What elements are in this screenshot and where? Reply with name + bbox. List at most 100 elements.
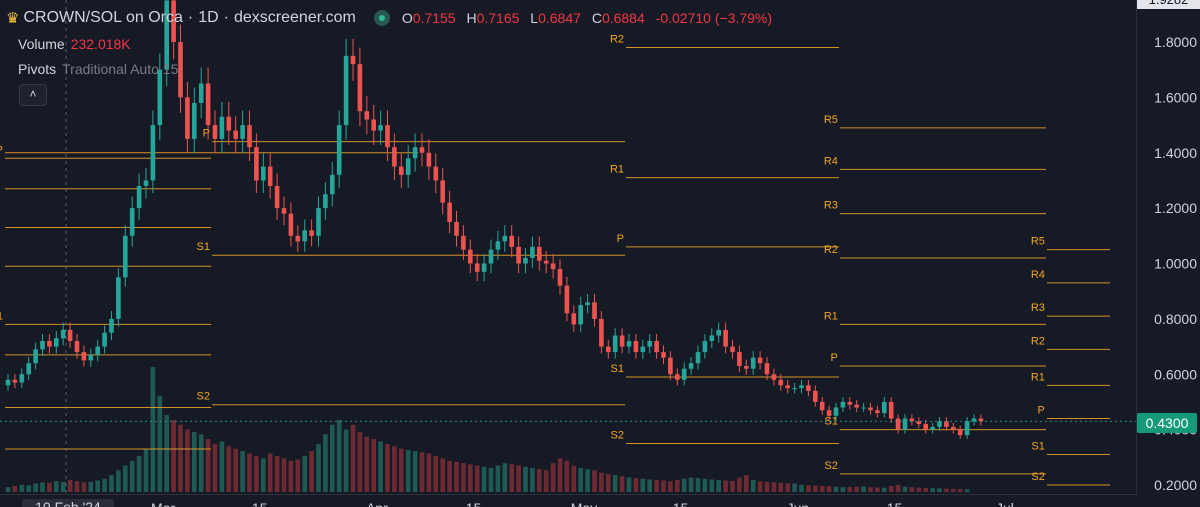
volume-bar [750,479,756,492]
candle-body [481,263,487,272]
candle-body [937,421,942,427]
candle-body [350,55,356,65]
candle-body [419,147,425,153]
candle-body [405,158,411,175]
volume-bar [226,446,232,492]
candle-body [261,166,266,181]
x-tick-label: 15 [466,500,482,507]
candle-body [709,335,715,342]
pivot-label: R1 [1031,371,1045,383]
candle-body [88,354,94,361]
pivot-label: P [203,128,210,140]
volume-bar [847,486,853,492]
volume-bar [957,489,963,492]
candle-body [40,341,45,350]
candle-body [12,379,18,383]
volume-bar [647,479,652,492]
x-tick-label: May [571,500,597,507]
volume-bar [585,469,590,492]
volume-bar [916,487,922,492]
candle-body [116,277,121,319]
collapse-legend-button[interactable]: ˄ [19,84,47,106]
candle-body [730,346,735,353]
candle-body [336,125,342,175]
candle-body [951,426,956,430]
volume-bar [419,452,425,492]
candle-body [750,357,756,369]
candle-body [205,83,211,126]
volume-bar [26,485,31,492]
candle-body [799,385,804,389]
volume-bar [350,424,356,492]
volume-bar [709,479,715,492]
volume-legend[interactable]: Volume 232.018K [18,36,131,52]
candle-body [274,185,280,209]
volume-bar [240,451,245,492]
y-tick-label: 1.8000 [1154,34,1197,50]
volume-bar [88,481,94,492]
candle-body [964,421,970,436]
source-name: dexscreener.com [234,9,356,26]
candle-body [385,125,390,148]
candle-body [944,421,949,427]
candle-body [95,346,100,355]
volume-bar [875,487,880,492]
pivot-label: S1 [0,310,3,322]
volume-bar [764,481,770,492]
volume-bar [537,469,542,492]
volume-bar [481,466,487,492]
candle-body [599,318,604,347]
volume-bar [737,477,742,492]
crown-icon: ♛ [6,10,20,27]
close-key: C [591,10,602,26]
volume-bar [171,419,176,492]
candle-body [123,235,128,278]
candle-body [412,147,418,159]
volume-bar [557,458,563,492]
header-separator: · [223,9,229,26]
volume-bar [951,488,956,492]
volume-bar [944,488,949,492]
candle-body [295,235,301,242]
candle-body [81,352,87,361]
volume-bar [19,484,25,492]
volume-bar [385,443,390,492]
candle-body [978,418,984,422]
pivot-label: S1 [1031,441,1044,453]
volume-bar [288,460,294,492]
low-value: 0.6847 [538,10,581,26]
x-tick-label: 15 [673,500,689,507]
pivots-legend[interactable]: Pivots Traditional Auto 15 [18,61,178,77]
candle-body [902,418,908,430]
volume-bar [412,451,418,492]
volume-bar [219,441,225,492]
pivot-label: S2 [824,460,837,472]
candle-body [571,313,577,325]
candle-body [792,388,797,390]
volume-bar [785,483,790,492]
volume-bar [136,455,142,492]
pivot-label: P [831,352,838,364]
candle-body [219,116,225,139]
volume-bar [909,487,915,492]
pivot-label: R4 [824,155,838,167]
candle-body [744,365,749,369]
candle-body [309,230,314,236]
volume-bar [60,481,66,492]
candle-body [157,69,163,126]
candle-body [343,55,349,126]
volume-bar [854,486,859,492]
volume-bar [433,455,439,492]
candle-body [923,424,928,430]
interval[interactable]: 1D [198,9,219,26]
x-tick-label: Jul [996,500,1014,507]
volume-value: 232.018K [70,36,131,52]
candle-body [930,426,935,430]
y-tick-label: 0.8000 [1154,311,1197,327]
volume-bar [792,483,797,492]
candle-body [537,246,542,261]
volume-bar [757,481,763,492]
y-tick-label: 1.2000 [1154,200,1197,216]
volume-bar [826,486,832,492]
